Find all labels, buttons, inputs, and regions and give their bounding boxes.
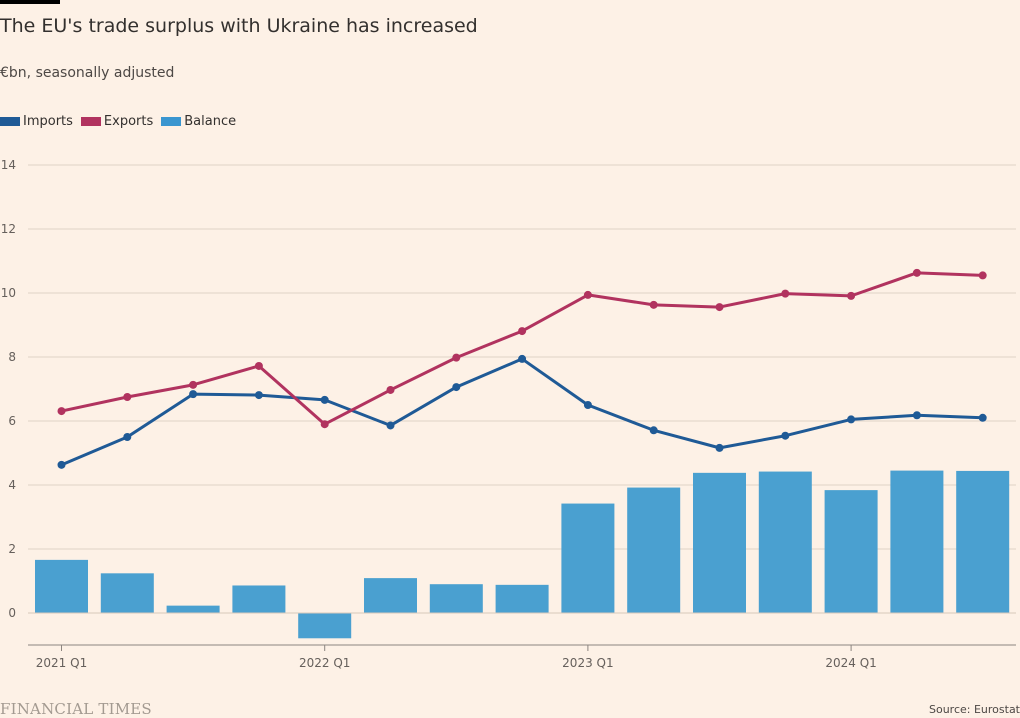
exports-point-2022-q4 [518,327,527,336]
imports-point-2023-q3 [715,443,724,452]
balance-bar-2021-q3 [166,605,220,613]
balance-bar-2024-q2 [890,470,944,613]
y-tick-label-10: 10 [1,286,16,300]
imports-point-2022-q4 [518,354,527,363]
imports-line [60,357,983,467]
balance-bar-2023-q1 [561,503,615,613]
imports-point-2021-q2 [123,433,132,441]
legend-item-imports: Imports [0,114,73,129]
y-tick-label-14: 14 [1,158,16,172]
y-tick-label-4: 4 [8,478,16,492]
imports-point-2021-q1 [57,460,66,469]
exports-point-2021-q1 [57,407,66,416]
balance-bar-2024-q3 [956,470,1010,613]
y-tick-label-0: 0 [8,606,16,620]
balance-bar-2023-q3 [693,472,746,613]
ft-logo: FINANCIAL TIMES [0,700,152,718]
balance-bar-2021-q4 [232,585,286,613]
exports-point-2024-q2 [912,268,921,277]
legend: Imports Exports Balance [0,114,244,129]
exports-point-2021-q3 [189,380,198,389]
exports-point-2023-q2 [649,300,658,309]
legend-item-exports: Exports [80,114,154,129]
brand-top-bar [0,0,60,4]
legend-swatch-imports [0,117,20,126]
y-tick-label-12: 12 [1,222,16,236]
exports-point-2022-q1 [320,420,329,429]
exports-point-2024-q1 [847,291,856,300]
balance-bar-2022-q2 [364,578,417,613]
exports-point-2023-q4 [781,289,790,298]
balance-bar-2024-q1 [824,490,878,613]
legend-label-exports: Exports [103,114,154,129]
y-axis-tick-labels: 0 2 4 6 8 10 12 14 [1,158,16,620]
legend-label-balance: Balance [184,114,237,129]
exports-point-2021-q4 [254,361,263,370]
exports-point-2024-q3 [978,271,987,280]
exports-point-2023-q3 [715,303,724,312]
balance-bar-2021-q2 [100,573,154,613]
chart-subtitle: €bn, seasonally adjusted [0,65,175,81]
balance-bar-2023-q4 [758,471,812,613]
balance-bar-2022-q1 [298,613,352,639]
y-tick-label-8: 8 [8,350,16,364]
imports-point-2023-q4 [781,431,790,440]
imports-point-2022-q2 [386,421,395,430]
imports-point-2023-q2 [649,426,658,435]
x-tick-label-2021-q1: 2021 Q1 [36,656,87,670]
exports-point-2023-q1 [583,290,592,299]
imports-point-2023-q1 [583,401,592,409]
legend-swatch-exports [80,117,101,126]
balance-bar-2022-q3 [429,584,483,613]
y-tick-label-2: 2 [8,542,16,556]
balance-bar-2022-q4 [495,584,549,613]
imports-point-2024-q2 [912,411,921,420]
legend-label-imports: Imports [23,114,73,129]
legend-item-balance: Balance [161,114,236,129]
series-lines [57,268,987,469]
imports-point-2024-q3 [978,413,987,422]
x-axis: 2021 Q1 2022 Q1 2023 Q1 2024 Q1 [28,644,1016,670]
balance-bar-2023-q2 [627,487,681,613]
balance-bar-2021-q1 [35,559,88,613]
chart-title: The EU's trade surplus with Ukraine has … [0,15,478,37]
x-tick-label-2022-q1: 2022 Q1 [299,656,350,670]
imports-point-2021-q3 [189,390,198,399]
x-tick-label-2024-q1: 2024 Q1 [825,656,876,670]
imports-point-2022-q3 [452,383,461,392]
source-note: Source: Eurostat [928,703,1020,716]
exports-line [61,271,983,426]
legend-swatch-balance [161,117,182,126]
exports-point-2021-q2 [123,393,132,401]
balance-bars [28,470,1016,639]
imports-point-2024-q1 [847,415,856,424]
x-tick-label-2023-q1: 2023 Q1 [562,656,613,670]
exports-point-2022-q3 [452,353,461,362]
y-tick-label-6: 6 [8,414,16,428]
imports-point-2022-q1 [320,395,329,404]
exports-point-2022-q2 [386,385,395,394]
imports-point-2021-q4 [254,391,263,400]
